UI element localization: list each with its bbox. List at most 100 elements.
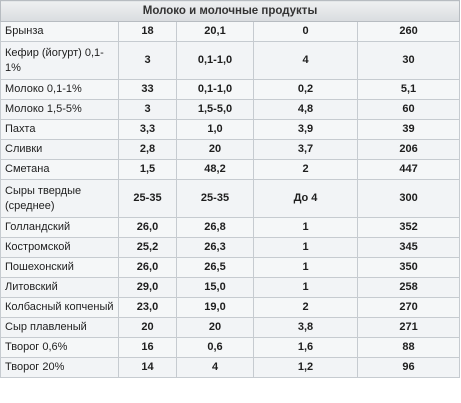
value-cell-col1: 16 <box>118 337 177 358</box>
value-cell-col2: 20,1 <box>176 21 254 42</box>
value-cell-col4: 271 <box>356 317 461 338</box>
product-name-cell: Голландский <box>0 217 119 238</box>
product-name-cell: Сметана <box>0 159 119 180</box>
value-cell-col2: 20 <box>176 317 254 338</box>
table-row: Сыр плавленый 20 20 3,8 271 <box>0 317 461 338</box>
value-cell-col2: 4 <box>176 357 254 378</box>
table-row: Молоко 0,1-1% 33 0,1-1,0 0,2 5,1 <box>0 79 461 100</box>
value-cell-col4: 258 <box>356 277 461 298</box>
value-cell-col4: 60 <box>356 99 461 120</box>
value-cell-col2: 0,1-1,0 <box>176 41 254 80</box>
value-cell-col3: 1 <box>253 217 358 238</box>
value-cell-col2: 1,0 <box>176 119 254 140</box>
product-name-cell: Молоко 0,1-1% <box>0 79 119 100</box>
value-cell-col3: 3,8 <box>253 317 358 338</box>
value-cell-col3: 3,7 <box>253 139 358 160</box>
table-row: Брынза 18 20,1 0 260 <box>0 21 461 42</box>
value-cell-col1: 2,8 <box>118 139 177 160</box>
section-header-row: Молоко и молочные продукты <box>0 0 461 22</box>
value-cell-col1: 33 <box>118 79 177 100</box>
value-cell-col3: 1 <box>253 277 358 298</box>
value-cell-col2: 1,5-5,0 <box>176 99 254 120</box>
value-cell-col1: 18 <box>118 21 177 42</box>
value-cell-col4: 447 <box>356 159 461 180</box>
value-cell-col4: 39 <box>356 119 461 140</box>
value-cell-col2: 48,2 <box>176 159 254 180</box>
value-cell-col3: 2 <box>253 159 358 180</box>
product-name-cell: Сыр плавленый <box>0 317 119 338</box>
value-cell-col2: 19,0 <box>176 297 254 318</box>
value-cell-col1: 29,0 <box>118 277 177 298</box>
product-name-cell: Творог 0,6% <box>0 337 119 358</box>
value-cell-col2: 26,5 <box>176 257 254 278</box>
value-cell-col4: 88 <box>356 337 461 358</box>
value-cell-col4: 300 <box>356 179 461 218</box>
value-cell-col4: 352 <box>356 217 461 238</box>
product-name-cell: Сыры твердые (среднее) <box>0 179 119 218</box>
product-name-cell: Молоко 1,5-5% <box>0 99 119 120</box>
table-row: Творог 20% 14 4 1,2 96 <box>0 357 461 378</box>
value-cell-col4: 260 <box>356 21 461 42</box>
value-cell-col3: 0 <box>253 21 358 42</box>
value-cell-col1: 3,3 <box>118 119 177 140</box>
value-cell-col1: 3 <box>118 41 177 80</box>
value-cell-col2: 15,0 <box>176 277 254 298</box>
product-name-cell: Колбасный копченый <box>0 297 119 318</box>
value-cell-col2: 20 <box>176 139 254 160</box>
table-body: Брынза 18 20,1 0 260 Кефир (йогурт) 0,1-1% 3 0,… <box>0 21 461 378</box>
value-cell-col3: 4 <box>253 41 358 80</box>
table-row: Литовский 29,0 15,0 1 258 <box>0 277 461 298</box>
value-cell-col3: 1 <box>253 237 358 258</box>
value-cell-col1: 3 <box>118 99 177 120</box>
value-cell-col1: 26,0 <box>118 217 177 238</box>
value-cell-col2: 26,3 <box>176 237 254 258</box>
product-name-cell: Костромской <box>0 237 119 258</box>
table-row: Пахта 3,3 1,0 3,9 39 <box>0 119 461 140</box>
table-row: Голландский 26,0 26,8 1 352 <box>0 217 461 238</box>
nutrition-table: Молоко и молочные продукты Брынза 18 20,1 0… <box>0 0 461 378</box>
product-name-cell: Творог 20% <box>0 357 119 378</box>
section-title: Молоко и молочные продукты <box>0 0 461 22</box>
table-row: Творог 0,6% 16 0,6 1,6 88 <box>0 337 461 358</box>
table-row: Пошехонский 26,0 26,5 1 350 <box>0 257 461 278</box>
value-cell-col4: 30 <box>356 41 461 80</box>
value-cell-col4: 345 <box>356 237 461 258</box>
value-cell-col3: 1,6 <box>253 337 358 358</box>
value-cell-col1: 26,0 <box>118 257 177 278</box>
value-cell-col3: 1 <box>253 257 358 278</box>
value-cell-col4: 206 <box>356 139 461 160</box>
product-name-cell: Пошехонский <box>0 257 119 278</box>
value-cell-col1: 1,5 <box>118 159 177 180</box>
value-cell-col3: 3,9 <box>253 119 358 140</box>
product-name-cell: Сливки <box>0 139 119 160</box>
value-cell-col2: 0,1-1,0 <box>176 79 254 100</box>
value-cell-col3: 2 <box>253 297 358 318</box>
table-row: Колбасный копченый 23,0 19,0 2 270 <box>0 297 461 318</box>
value-cell-col2: 0,6 <box>176 337 254 358</box>
value-cell-col3: 4,8 <box>253 99 358 120</box>
value-cell-col4: 5,1 <box>356 79 461 100</box>
table-row: Сливки 2,8 20 3,7 206 <box>0 139 461 160</box>
value-cell-col2: 26,8 <box>176 217 254 238</box>
value-cell-col3: 1,2 <box>253 357 358 378</box>
table-row: Кефир (йогурт) 0,1-1% 3 0,1-1,0 4 30 <box>0 41 461 80</box>
product-name-cell: Кефир (йогурт) 0,1-1% <box>0 41 119 80</box>
value-cell-col4: 270 <box>356 297 461 318</box>
value-cell-col4: 350 <box>356 257 461 278</box>
value-cell-col3: До 4 <box>253 179 358 218</box>
value-cell-col1: 23,0 <box>118 297 177 318</box>
value-cell-col1: 20 <box>118 317 177 338</box>
table-row: Сметана 1,5 48,2 2 447 <box>0 159 461 180</box>
product-name-cell: Брынза <box>0 21 119 42</box>
value-cell-col1: 25,2 <box>118 237 177 258</box>
value-cell-col2: 25-35 <box>176 179 254 218</box>
product-name-cell: Пахта <box>0 119 119 140</box>
table-row: Сыры твердые (среднее) 25-35 25-35 До 4 300 <box>0 179 461 218</box>
value-cell-col1: 14 <box>118 357 177 378</box>
product-name-cell: Литовский <box>0 277 119 298</box>
table-row: Молоко 1,5-5% 3 1,5-5,0 4,8 60 <box>0 99 461 120</box>
value-cell-col3: 0,2 <box>253 79 358 100</box>
table-row: Костромской 25,2 26,3 1 345 <box>0 237 461 258</box>
value-cell-col1: 25-35 <box>118 179 177 218</box>
